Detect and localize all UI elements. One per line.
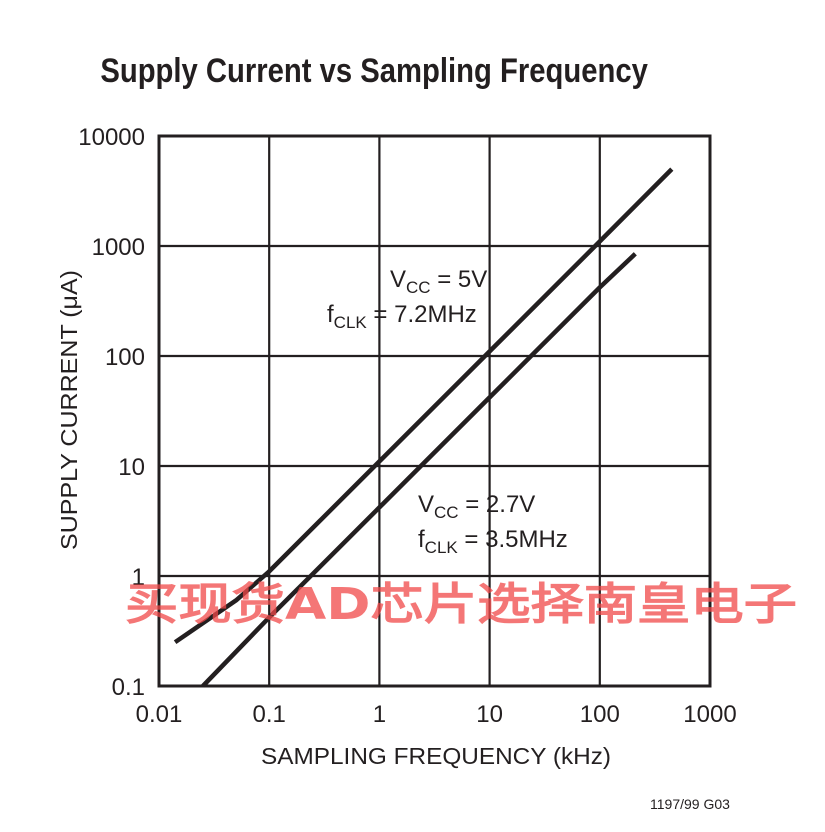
figure-code: 1197/99 G03 — [650, 796, 730, 812]
series-line-2 — [201, 252, 637, 688]
plot-frame — [157, 134, 712, 688]
x-tick-label: 0.1 — [253, 701, 286, 728]
x-tick-label: 0.01 — [136, 701, 183, 728]
x-tick-labels: 0.01 0.1 1 10 100 1000 — [136, 701, 737, 728]
x-tick-label: 1 — [373, 701, 386, 728]
x-axis-label: SAMPLING FREQUENCY (kHz) — [261, 743, 611, 769]
annotation-vcc-5v: VCC = 5V — [390, 266, 487, 297]
annotation-fclk-3-5mhz: fCLK = 3.5MHz — [418, 526, 568, 557]
y-tick-label: 10 — [118, 454, 145, 481]
annotation-fclk-7-2mhz: fCLK = 7.2MHz — [327, 301, 477, 332]
x-tick-label: 100 — [580, 701, 620, 728]
y-tick-labels: 0.1 1 10 100 1000 10000 — [78, 124, 145, 701]
y-axis-label: SUPPLY CURRENT (μA) — [56, 270, 82, 550]
x-tick-label: 10 — [476, 701, 503, 728]
watermark-text: 买现货AD芯片选择南皇电子 — [125, 579, 797, 630]
y-tick-label: 1 — [132, 564, 145, 591]
annotation-vcc-2-7v: VCC = 2.7V — [418, 491, 535, 522]
series-group — [173, 167, 674, 688]
x-tick-label: 1000 — [683, 701, 736, 728]
y-tick-label: 10000 — [78, 124, 145, 151]
chart-title: Supply Current vs Sampling Frequency — [100, 52, 648, 90]
series-line-1 — [173, 167, 674, 645]
y-tick-label: 0.1 — [112, 674, 145, 701]
y-tick-label: 100 — [105, 344, 145, 371]
grid — [157, 134, 712, 688]
y-tick-label: 1000 — [92, 234, 145, 261]
